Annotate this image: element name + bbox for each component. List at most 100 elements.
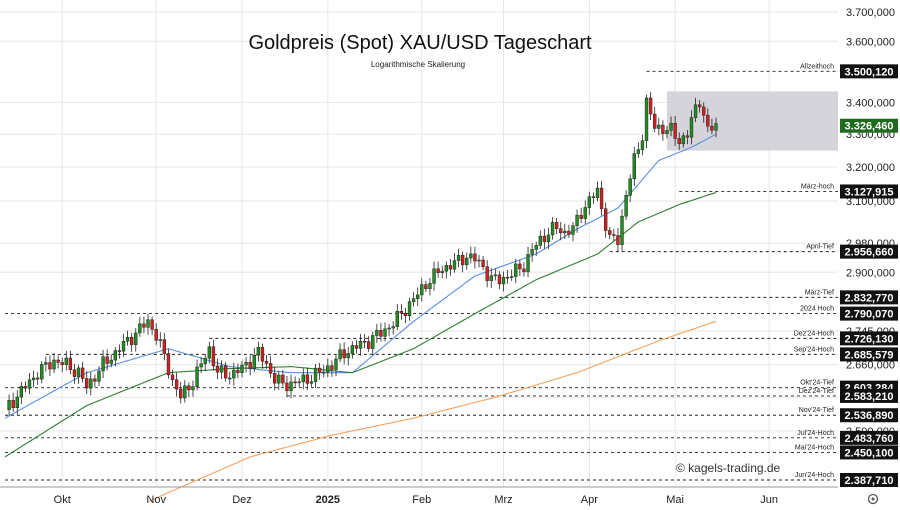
x-tick-label-5: Mrz (494, 494, 512, 506)
y-tick-label-0: 3.700,000 (846, 7, 895, 19)
candle-117 (481, 255, 485, 271)
level-value-box-6 (840, 331, 898, 346)
level-name-9: Dez'24-Tief (799, 388, 834, 395)
candle-106 (436, 261, 440, 278)
level-value-11: 2.483,760 (845, 433, 894, 445)
candle-170 (697, 100, 702, 113)
candle-147 (603, 202, 608, 238)
level-name-7: Sep'24-Hoch (794, 346, 834, 353)
candle-120 (493, 268, 498, 281)
level-name-10: Nov'24-Tief (799, 407, 834, 414)
level-value-12: 2.450,100 (845, 447, 894, 459)
moving-averages (4, 133, 717, 503)
y-tick-label-5: 3.100,000 (846, 196, 895, 208)
candle-128 (526, 246, 530, 278)
candle-69 (285, 375, 289, 398)
chart-title: Goldpreis (Spot) XAU/USD Tageschart (248, 32, 592, 54)
candle-77 (317, 362, 322, 380)
candle-14 (60, 357, 64, 373)
level-value-box-12 (840, 445, 898, 460)
candle-35 (146, 314, 150, 335)
candle-31 (129, 332, 134, 352)
x-tick-label-1: Nov (146, 494, 166, 506)
candle-130 (534, 241, 538, 256)
candle-17 (72, 363, 77, 384)
moving-average-1 (4, 191, 717, 458)
level-value-box-2 (840, 184, 898, 199)
candle-143 (587, 191, 592, 215)
x-tick-label-0: Okt (54, 494, 71, 506)
candle-99 (407, 297, 412, 321)
level-name-3: April-Tief (806, 244, 834, 251)
candle-139 (571, 222, 575, 242)
x-tick-label-3: 2025 (316, 494, 340, 506)
level-value-13: 2.387,710 (845, 475, 894, 487)
watermark: © kagels-trading.de (676, 461, 781, 475)
candle-158 (648, 92, 653, 121)
candle-87 (358, 334, 363, 356)
candle-103 (424, 280, 428, 293)
level-value-5: 2.790,070 (845, 309, 894, 321)
candle-55 (228, 371, 232, 385)
level-value-3: 2.956,660 (845, 247, 894, 259)
candle-71 (293, 376, 297, 388)
candle-51 (211, 339, 216, 371)
candle-136 (559, 222, 563, 241)
level-value-box-5 (840, 306, 898, 321)
x-tick-label-6: Apr (581, 494, 598, 506)
candle-66 (273, 366, 277, 391)
candle-83 (342, 342, 346, 365)
candle-79 (326, 358, 330, 377)
level-name-8: Okt'24-Tief (800, 380, 834, 387)
level-lines (5, 70, 838, 481)
candle-63 (260, 343, 265, 369)
candle-92 (379, 322, 383, 342)
candle-22 (93, 374, 97, 388)
candle-10 (44, 356, 48, 372)
candle-23 (97, 366, 101, 386)
level-value-4: 2.832,770 (845, 292, 894, 304)
candle-5 (23, 381, 28, 393)
candle-126 (518, 259, 522, 277)
candle-54 (223, 362, 228, 382)
candle-53 (219, 360, 224, 379)
y-tick-label-2: 3.400,000 (846, 97, 895, 109)
candle-81 (334, 355, 338, 377)
candle-38 (158, 332, 162, 348)
candle-49 (203, 353, 207, 372)
candle-132 (542, 228, 547, 249)
candle-2 (11, 392, 15, 412)
candle-85 (350, 341, 355, 359)
candle-57 (236, 363, 240, 379)
candle-72 (297, 378, 301, 388)
candle-64 (264, 355, 269, 369)
candle-80 (330, 360, 334, 377)
level-value-10: 2.536,890 (845, 410, 894, 422)
level-value-0: 3.500,120 (845, 66, 894, 78)
level-name-12: Mai'24-Hoch (795, 444, 834, 451)
candle-70 (289, 374, 293, 399)
level-value-9: 2.583,210 (845, 391, 894, 403)
candle-73 (301, 368, 305, 390)
candle-56 (232, 362, 236, 386)
candle-172 (706, 108, 710, 133)
level-name-5: 2024 Hoch (800, 306, 834, 313)
candle-20 (85, 371, 89, 395)
candle-144 (591, 192, 596, 204)
candle-138 (567, 224, 571, 239)
candle-115 (473, 246, 477, 269)
candle-133 (546, 227, 551, 250)
candle-123 (505, 269, 510, 284)
level-name-13: Jun'24-Hoch (795, 472, 834, 479)
candle-58 (240, 360, 244, 378)
candle-52 (215, 358, 220, 380)
level-value-box-7 (840, 347, 898, 362)
candle-9 (40, 361, 44, 384)
candle-148 (608, 227, 612, 240)
level-value-box-13 (840, 473, 898, 487)
candle-32 (134, 328, 138, 352)
candle-19 (80, 361, 85, 383)
settings-icon[interactable] (867, 493, 879, 505)
candle-142 (583, 200, 587, 225)
candle-109 (448, 258, 453, 276)
